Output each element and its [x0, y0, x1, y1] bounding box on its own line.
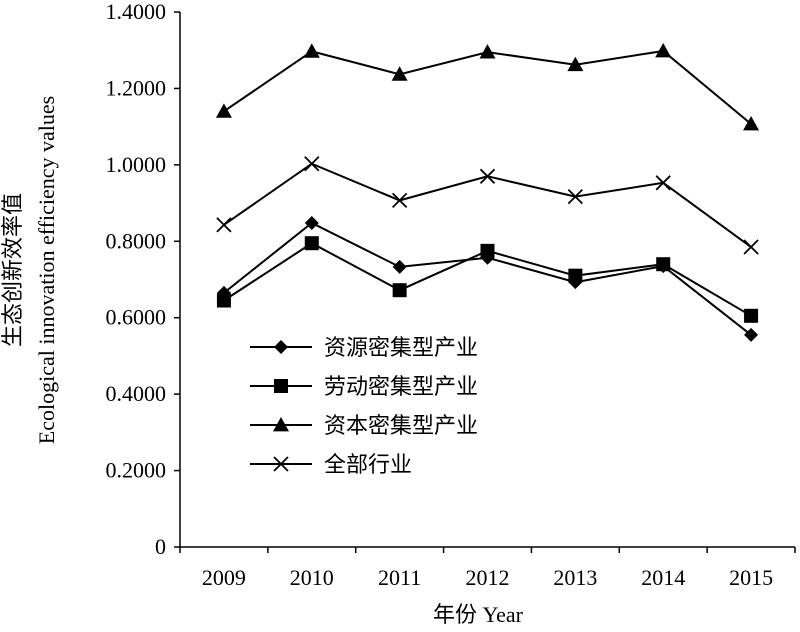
data-point-square [216, 293, 231, 308]
data-point-x [273, 456, 289, 472]
data-point-square [274, 379, 288, 393]
x-tick-label: 2012 [466, 565, 510, 590]
data-point-x [479, 168, 496, 184]
series-1 [216, 215, 759, 342]
data-point-square [304, 236, 319, 251]
legend-label: 资源密集型产业 [324, 336, 478, 361]
y-axis-title-cn: 生态创新效率值 [0, 193, 25, 347]
series-2 [216, 236, 759, 323]
data-point-x [743, 239, 759, 255]
x-tick-label: 2011 [378, 565, 421, 590]
x-tick-label: 2015 [729, 565, 773, 590]
data-point-x [392, 192, 408, 209]
axes [174, 11, 796, 553]
data-point-diamond [744, 327, 759, 342]
y-tick-label: 0.2000 [106, 458, 167, 483]
series-line [223, 49, 752, 125]
data-point-triangle [303, 43, 320, 58]
x-tick-label: 2014 [641, 565, 685, 590]
y-tick-label: 0 [155, 534, 166, 559]
y-tick-label: 0.6000 [106, 305, 167, 330]
data-point-triangle [567, 56, 584, 72]
y-tick-label: 0.8000 [106, 228, 167, 253]
data-point-x [567, 188, 583, 205]
data-point-x [655, 175, 671, 191]
y-tick-label: 1.4000 [106, 0, 167, 24]
data-point-square [568, 268, 583, 283]
x-tick-label: 2013 [553, 565, 597, 590]
x-tick-labels: 2009 2010 2011 2012 2013 2014 2015 [202, 565, 773, 590]
data-point-triangle [479, 44, 496, 59]
data-point-square [656, 257, 671, 272]
legend-label: 劳动密集型产业 [324, 375, 478, 400]
data-point-diamond [274, 340, 288, 354]
data-point-x [216, 217, 232, 233]
data-point-square [480, 243, 495, 258]
data-point-diamond [304, 215, 319, 230]
legend-item: 资本密集型产业 [250, 414, 478, 439]
data-point-diamond [392, 259, 407, 274]
y-tick-label: 1.0000 [106, 152, 167, 177]
data-point-triangle [215, 103, 232, 118]
legend-label: 全部行业 [324, 453, 412, 478]
data-point-triangle [655, 42, 672, 58]
series-4 [216, 156, 759, 255]
y-tick-label: 0.4000 [106, 381, 167, 406]
data-point-triangle [391, 66, 408, 81]
legend-item: 全部行业 [250, 453, 412, 478]
series-3 [215, 42, 760, 131]
x-axis-title: 年份 Year [433, 602, 524, 627]
x-tick-label: 2010 [290, 565, 334, 590]
y-axis-title-en: Ecological innovation efficiency values [34, 96, 59, 444]
data-point-square [392, 283, 407, 298]
y-tick-label: 1.2000 [106, 75, 167, 100]
x-tick-label: 2009 [202, 565, 246, 590]
data-point-triangle [273, 417, 289, 432]
data-point-x [304, 156, 320, 172]
series-line [223, 221, 752, 336]
y-tick-labels: 0 0.2000 0.4000 0.6000 0.8000 1.0000 1.2000 1.4… [106, 0, 167, 559]
legend-item: 资源密集型产业 [250, 336, 478, 361]
series-layer [215, 42, 760, 342]
data-point-square [744, 308, 759, 323]
legend-item: 劳动密集型产业 [250, 375, 478, 400]
legend-label: 资本密集型产业 [324, 414, 478, 439]
data-point-triangle [743, 115, 760, 131]
